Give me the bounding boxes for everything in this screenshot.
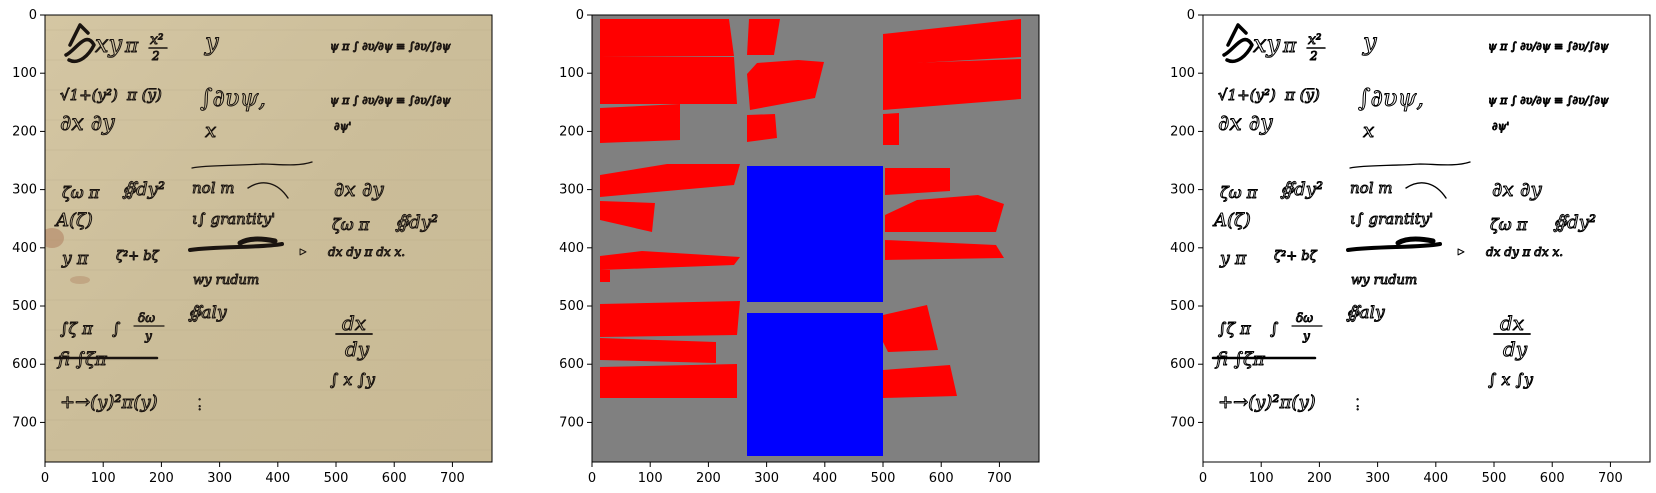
x-tick-label: 400 xyxy=(265,471,290,486)
y-tick-label: 200 xyxy=(1170,124,1195,139)
x-tick-label: 700 xyxy=(440,471,465,486)
y-tick-label: 700 xyxy=(1170,415,1195,430)
y-tick-label: 600 xyxy=(1170,357,1195,372)
stain xyxy=(45,228,64,248)
x-tick-label: 700 xyxy=(1598,471,1623,486)
y-tick-label: 200 xyxy=(12,124,37,139)
y-tick-label: 700 xyxy=(559,415,584,430)
y-tick-label: 200 xyxy=(559,124,584,139)
figure-regions xyxy=(747,166,883,456)
y-tick-label: 600 xyxy=(559,357,584,372)
y-tick-label: 300 xyxy=(12,183,37,198)
x-tick-label: 100 xyxy=(91,471,116,486)
x-tick-label: 500 xyxy=(324,471,349,486)
x-tick-label: 200 xyxy=(696,471,721,486)
x-tick-label: 400 xyxy=(1423,471,1448,486)
y-tick-label: 700 xyxy=(12,415,37,430)
x-tick-label: 600 xyxy=(1540,471,1565,486)
stain xyxy=(70,276,90,284)
x-tick-label: 0 xyxy=(41,471,49,486)
x-tick-label: 500 xyxy=(871,471,896,486)
y-tick-label: 500 xyxy=(1170,299,1195,314)
y-tick-label: 500 xyxy=(12,299,37,314)
x-tick-label: 300 xyxy=(207,471,232,486)
x-tick-label: 0 xyxy=(1199,471,1207,486)
x-tick-label: 300 xyxy=(754,471,779,486)
x-tick-label: 100 xyxy=(638,471,663,486)
y-tick-label: 600 xyxy=(12,357,37,372)
y-tick-label: 100 xyxy=(12,66,37,81)
x-tick-label: 200 xyxy=(1307,471,1332,486)
segmentation-mask-panel xyxy=(591,14,1040,463)
y-tick-label: 300 xyxy=(1170,183,1195,198)
x-tick-label: 200 xyxy=(149,471,174,486)
y-tick-label: 400 xyxy=(559,241,584,256)
x-tick-label: 600 xyxy=(929,471,954,486)
y-tick-label: 0 xyxy=(576,8,584,23)
x-tick-label: 100 xyxy=(1249,471,1274,486)
x-tick-label: 300 xyxy=(1365,471,1390,486)
text-regions xyxy=(600,19,1021,398)
y-tick-label: 400 xyxy=(12,241,37,256)
binarized-image-panel xyxy=(1202,14,1651,463)
y-tick-label: 0 xyxy=(1187,8,1195,23)
axes: 0 100 200 300 400 500 600 700 0 100 200 300 400 500 60… xyxy=(12,8,1623,486)
x-tick-label: 400 xyxy=(812,471,837,486)
x-tick-label: 500 xyxy=(1482,471,1507,486)
y-tick-label: 500 xyxy=(559,299,584,314)
original-image-panel xyxy=(44,14,493,463)
x-tick-label: 600 xyxy=(382,471,407,486)
y-tick-label: 100 xyxy=(1170,66,1195,81)
y-tick-label: 400 xyxy=(1170,241,1195,256)
y-tick-label: 100 xyxy=(559,66,584,81)
y-tick-label: 0 xyxy=(29,8,37,23)
y-tick-label: 300 xyxy=(559,183,584,198)
x-tick-label: 700 xyxy=(987,471,1012,486)
x-tick-label: 0 xyxy=(588,471,596,486)
